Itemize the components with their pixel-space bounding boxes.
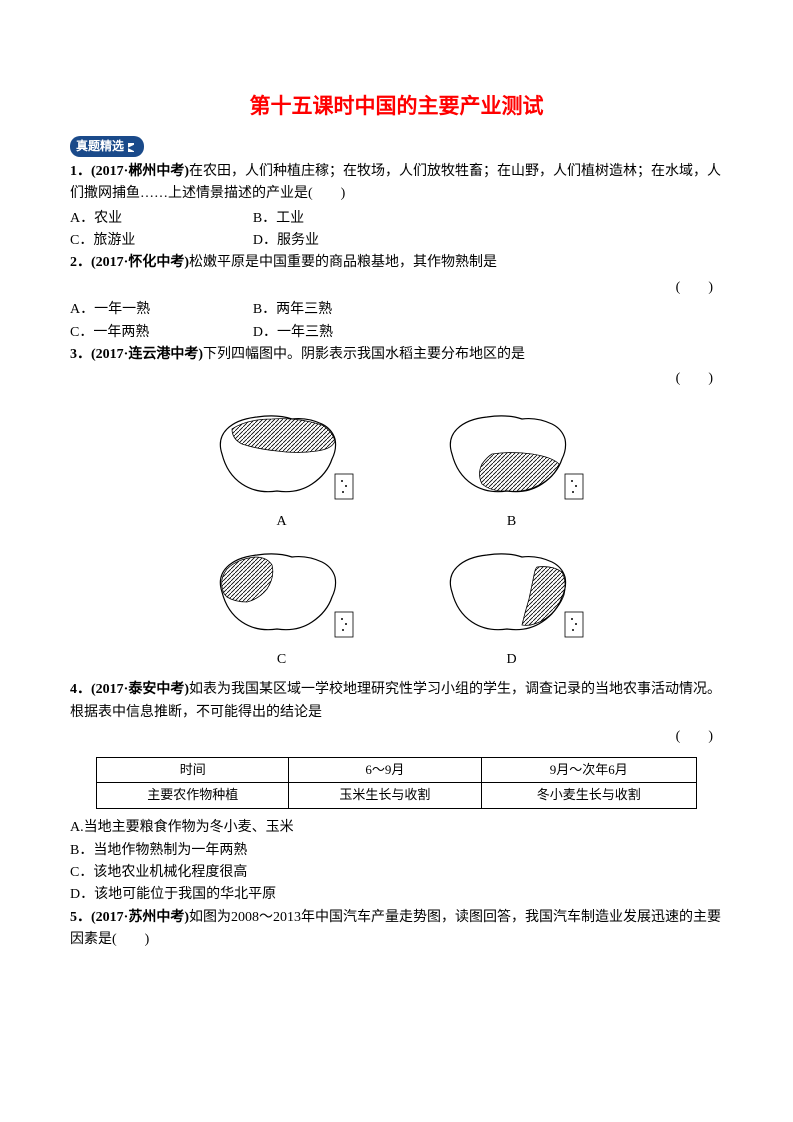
question-2: 2．(2017·怀化中考)松嫩平原是中国重要的商品粮基地，其作物熟制是 — [70, 252, 723, 274]
map-a: A — [207, 399, 357, 533]
question-4: 4．(2017·泰安中考)如表为我国某区域一学校地理研究性学习小组的学生，调查记… — [70, 679, 723, 724]
map-b-svg — [437, 399, 587, 509]
q3-source: (2017·连云港中考) — [91, 347, 203, 362]
td-corn: 玉米生长与收割 — [289, 783, 481, 809]
q3-num: 3． — [70, 347, 91, 362]
table-row: 时间 6～9月 9月～次年6月 — [97, 757, 697, 783]
q5-num: 5． — [70, 910, 91, 925]
q2-opt-c: C．一年两熟 — [70, 322, 253, 344]
q2-paren: ( ) — [70, 277, 723, 299]
q1-options-2: C．旅游业 D．服务业 — [70, 230, 723, 252]
maps-container: A B — [70, 399, 723, 672]
q2-opt-d: D．一年三熟 — [253, 322, 436, 344]
map-b-label: B — [507, 511, 516, 533]
td-wheat: 冬小麦生长与收割 — [481, 783, 696, 809]
map-d-label: D — [506, 649, 516, 671]
q3-paren: ( ) — [70, 368, 723, 390]
page-title: 第十五课时中国的主要产业测试 — [70, 90, 723, 124]
th-period2: 9月～次年6月 — [481, 757, 696, 783]
q4-ans-d: D．该地可能位于我国的华北平原 — [70, 884, 723, 906]
q4-answers: A.当地主要粮食作物为冬小麦、玉米 B．当地作物熟制为一年两熟 C．该地农业机械… — [70, 817, 723, 907]
map-a-label: A — [276, 511, 286, 533]
q4-paren: ( ) — [70, 726, 723, 748]
map-c: C — [207, 537, 357, 671]
map-a-svg — [207, 399, 357, 509]
q1-opt-c: C．旅游业 — [70, 230, 253, 252]
map-d: D — [437, 537, 587, 671]
map-c-svg — [207, 537, 357, 647]
q2-options-2: C．一年两熟 D．一年三熟 — [70, 322, 723, 344]
q4-ans-b: B．当地作物熟制为一年两熟 — [70, 840, 723, 862]
map-c-label: C — [277, 649, 286, 671]
th-period1: 6～9月 — [289, 757, 481, 783]
q2-opt-a: A．一年一熟 — [70, 299, 253, 321]
th-time: 时间 — [97, 757, 289, 783]
q2-options: A．一年一熟 B．两年三熟 — [70, 299, 723, 321]
q1-opt-a: A．农业 — [70, 208, 253, 230]
q2-opt-b: B．两年三熟 — [253, 299, 436, 321]
q2-num: 2． — [70, 255, 91, 270]
question-3: 3．(2017·连云港中考)下列四幅图中。阴影表示我国水稻主要分布地区的是 — [70, 344, 723, 366]
q4-source: (2017·泰安中考) — [91, 682, 189, 697]
q2-text: 松嫩平原是中国重要的商品粮基地，其作物熟制是 — [189, 255, 497, 270]
map-b: B — [437, 399, 587, 533]
q1-num: 1． — [70, 164, 91, 179]
q4-ans-a: A.当地主要粮食作物为冬小麦、玉米 — [70, 817, 723, 839]
q1-options: A．农业 B．工业 — [70, 208, 723, 230]
q2-source: (2017·怀化中考) — [91, 255, 189, 270]
maps-row-1: A B — [70, 399, 723, 533]
section-badge: 真题精选 — [70, 136, 144, 157]
question-1: 1．(2017·郴州中考)在农田，人们种植庄稼；在牧场，人们放牧牲畜；在山野，人… — [70, 161, 723, 206]
question-5: 5．(2017·苏州中考)如图为2008～2013年中国汽车产量走势图，读图回答… — [70, 907, 723, 952]
map-d-svg — [437, 537, 587, 647]
q5-source: (2017·苏州中考) — [91, 910, 189, 925]
td-crop: 主要农作物种植 — [97, 783, 289, 809]
table-row: 主要农作物种植 玉米生长与收割 冬小麦生长与收割 — [97, 783, 697, 809]
q4-table: 时间 6～9月 9月～次年6月 主要农作物种植 玉米生长与收割 冬小麦生长与收割 — [96, 757, 697, 810]
q1-source: (2017·郴州中考) — [91, 164, 189, 179]
q4-ans-c: C．该地农业机械化程度很高 — [70, 862, 723, 884]
maps-row-2: C D — [70, 537, 723, 671]
q4-num: 4． — [70, 682, 91, 697]
q1-opt-d: D．服务业 — [253, 230, 436, 252]
q3-text: 下列四幅图中。阴影表示我国水稻主要分布地区的是 — [203, 347, 525, 362]
q1-opt-b: B．工业 — [253, 208, 436, 230]
